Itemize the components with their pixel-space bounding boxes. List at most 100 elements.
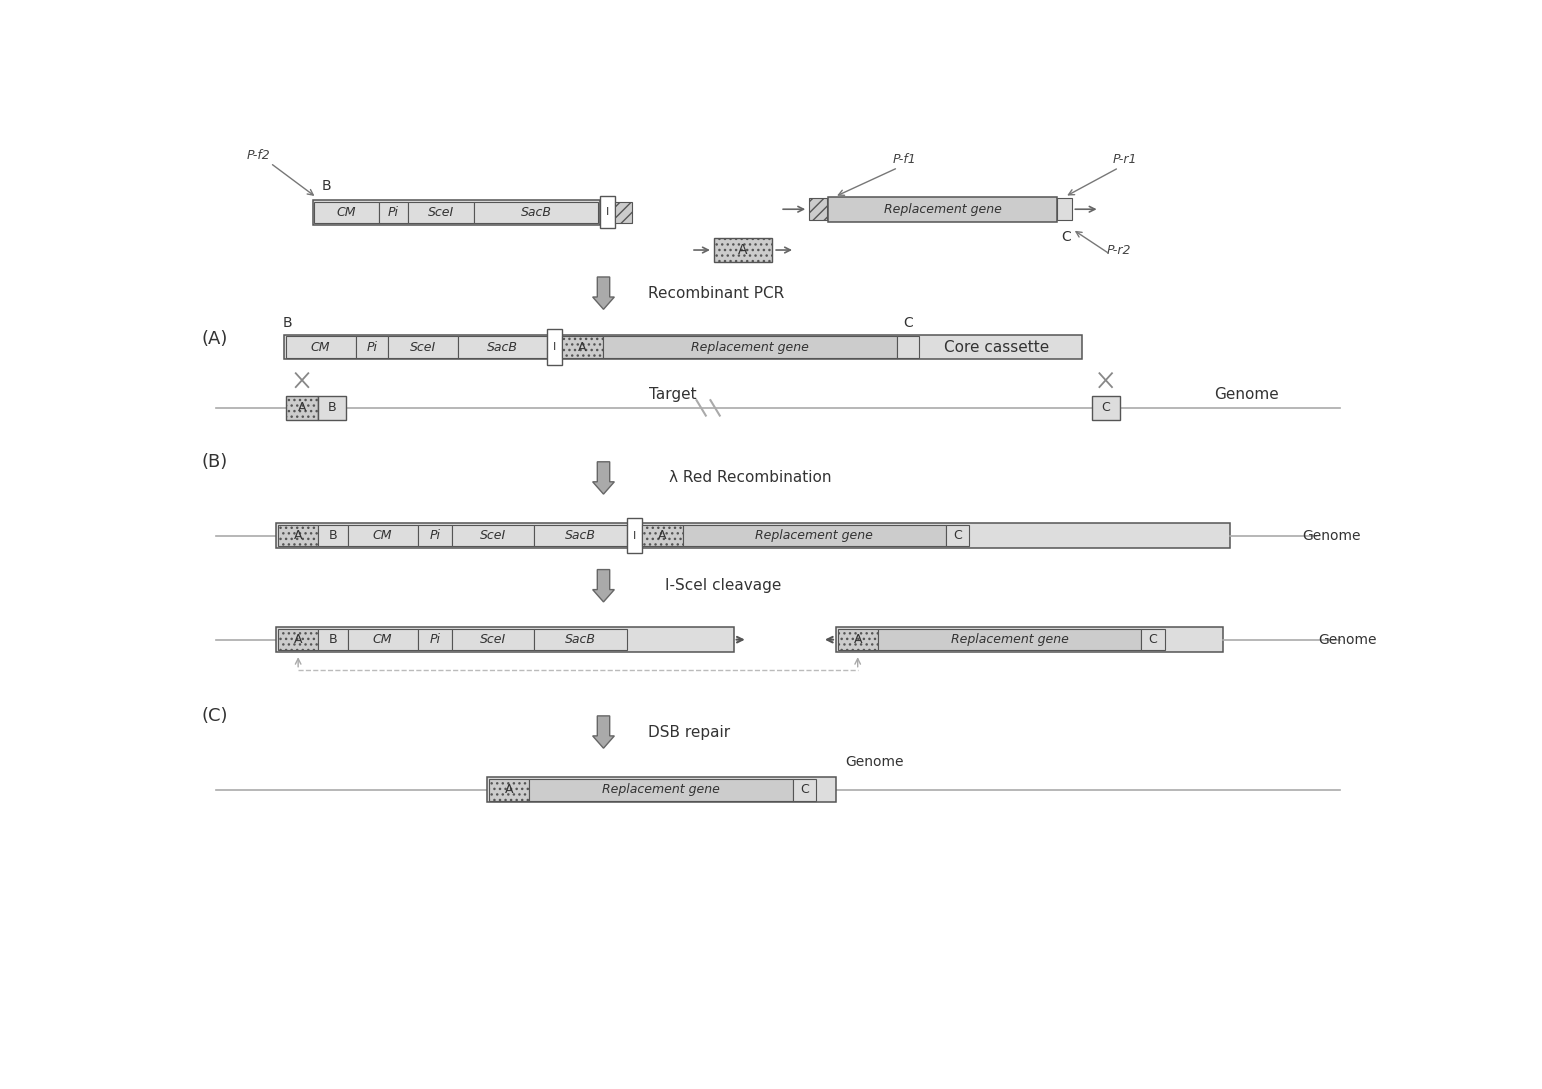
Text: Pi: Pi (389, 206, 399, 219)
Text: Pi: Pi (367, 341, 378, 354)
Text: SacB: SacB (487, 341, 518, 354)
Text: A: A (298, 402, 307, 415)
Bar (529, 779, 793, 800)
Bar (487, 778, 836, 803)
Bar (452, 628, 534, 650)
Bar (315, 201, 379, 223)
Text: I: I (632, 530, 637, 541)
Bar (615, 201, 632, 223)
Text: λ Red Recombination: λ Red Recombination (669, 470, 833, 486)
Bar (836, 627, 1223, 652)
Text: C: C (1101, 402, 1110, 415)
Text: CM: CM (373, 529, 392, 542)
Text: SceI: SceI (429, 206, 455, 219)
Text: P-r2: P-r2 (1107, 244, 1132, 257)
Bar (810, 198, 827, 220)
Bar (837, 628, 877, 650)
Text: Pi: Pi (429, 633, 441, 646)
Text: C: C (1061, 230, 1072, 244)
Bar (389, 337, 458, 358)
Bar (534, 525, 626, 547)
Bar (600, 196, 615, 229)
Bar (1056, 198, 1072, 220)
Text: (B): (B) (202, 453, 228, 470)
Text: B: B (328, 633, 338, 646)
Bar (489, 779, 529, 800)
FancyArrow shape (592, 462, 614, 494)
Text: P-r1: P-r1 (1113, 154, 1138, 167)
Bar (626, 518, 643, 553)
Text: P-f2: P-f2 (247, 149, 270, 162)
Text: C: C (953, 529, 962, 542)
Bar (278, 525, 318, 547)
Bar (313, 200, 600, 224)
Bar (714, 238, 773, 261)
Bar (563, 337, 603, 358)
Text: Replacement gene: Replacement gene (691, 341, 810, 354)
Text: Genome: Genome (1318, 633, 1377, 647)
Text: A: A (739, 243, 748, 257)
Bar (356, 337, 389, 358)
Text: B: B (282, 316, 291, 330)
Bar (379, 201, 409, 223)
Text: Replacement gene: Replacement gene (951, 633, 1069, 646)
FancyArrow shape (592, 715, 614, 748)
Text: Target: Target (649, 387, 697, 402)
Text: I: I (606, 207, 609, 218)
Bar (418, 525, 452, 547)
Text: CM: CM (373, 633, 392, 646)
Bar (643, 525, 683, 547)
Bar (318, 628, 348, 650)
Text: A: A (658, 529, 666, 542)
Text: A: A (295, 633, 302, 646)
Text: Replacement gene: Replacement gene (884, 203, 1001, 216)
Text: DSB repair: DSB repair (648, 724, 729, 739)
Bar (897, 337, 919, 358)
Text: SceI: SceI (480, 633, 506, 646)
Text: SacB: SacB (564, 633, 595, 646)
Bar (284, 334, 1082, 359)
FancyArrow shape (592, 277, 614, 309)
Text: P-f1: P-f1 (893, 154, 916, 167)
Bar (348, 525, 418, 547)
Bar (285, 395, 318, 420)
Bar (418, 628, 452, 650)
Bar (947, 525, 970, 547)
Bar (278, 628, 318, 650)
Text: SceI: SceI (480, 529, 506, 542)
Text: I: I (554, 342, 557, 352)
Bar (1141, 628, 1164, 650)
Text: A: A (504, 783, 513, 796)
Bar (276, 627, 734, 652)
Bar (276, 524, 1229, 548)
Bar (318, 525, 348, 547)
Text: SacB: SacB (521, 206, 552, 219)
Text: (C): (C) (200, 707, 228, 725)
Text: B: B (322, 179, 332, 193)
Text: Genome: Genome (845, 755, 904, 769)
Bar (473, 201, 598, 223)
Text: B: B (328, 402, 336, 415)
Text: (A): (A) (202, 330, 228, 347)
Bar (793, 779, 816, 800)
Text: C: C (800, 783, 808, 796)
Bar (348, 628, 418, 650)
Text: B: B (328, 529, 338, 542)
Bar (452, 525, 534, 547)
Bar (828, 197, 1056, 221)
Text: Replacement gene: Replacement gene (756, 529, 873, 542)
Text: Genome: Genome (1303, 528, 1362, 542)
Text: A: A (295, 529, 302, 542)
Text: Core cassette: Core cassette (944, 340, 1049, 355)
Bar (458, 337, 547, 358)
Bar (877, 628, 1141, 650)
Text: Replacement gene: Replacement gene (601, 783, 720, 796)
Text: CM: CM (311, 341, 330, 354)
Bar (534, 628, 626, 650)
Text: A: A (853, 633, 862, 646)
Bar (1092, 395, 1119, 420)
Bar (285, 337, 356, 358)
Bar (683, 525, 947, 547)
Bar (409, 201, 473, 223)
Text: C: C (904, 316, 913, 330)
